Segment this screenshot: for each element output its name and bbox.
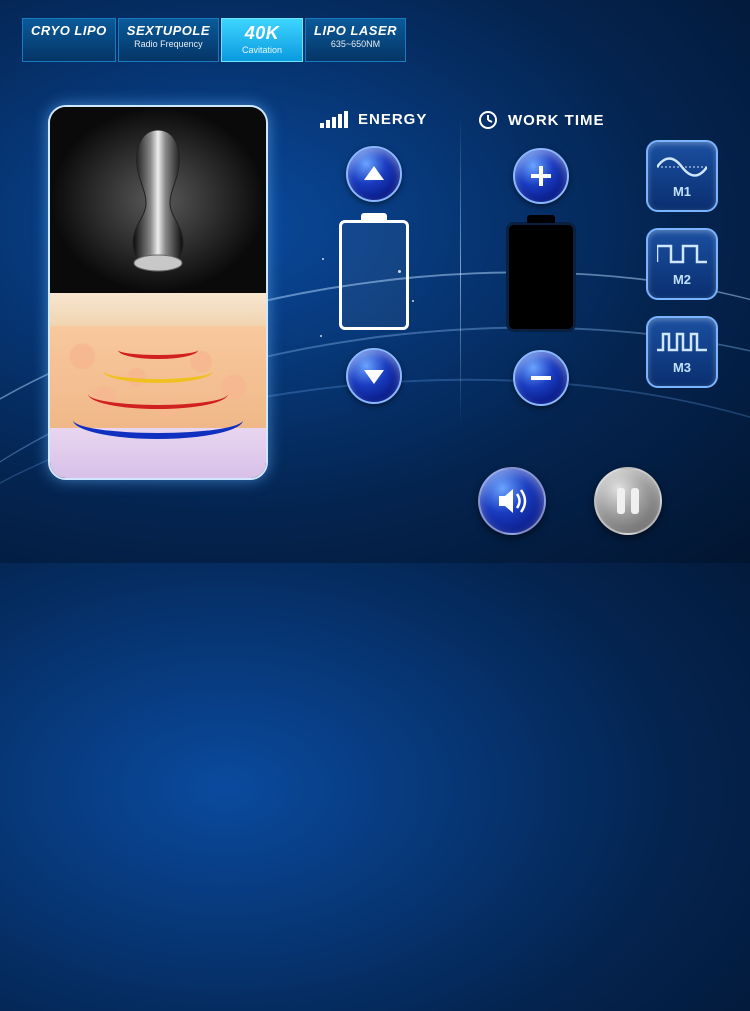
plus-icon (528, 163, 554, 189)
column-divider (460, 116, 461, 426)
signal-bars-icon (320, 110, 348, 128)
worktime-level-indicator (506, 222, 576, 332)
energy-header: ENERGY (320, 110, 427, 128)
worktime-label: WORK TIME (508, 112, 605, 129)
tab-subtitle: Radio Frequency (127, 39, 210, 49)
energy-level-indicator (339, 220, 409, 330)
tab-title: SEXTUPOLE (127, 23, 210, 38)
worktime-plus-button[interactable] (513, 148, 569, 204)
pause-icon (613, 484, 643, 518)
tab-lipo-laser[interactable]: LIPO LASER 635~650NM (305, 18, 406, 62)
playback-controls (478, 467, 662, 535)
pulse-wave-icon (657, 330, 707, 356)
tab-subtitle: Cavitation (230, 45, 294, 55)
cavitation-wave-icon (118, 341, 198, 359)
pause-button[interactable] (594, 467, 662, 535)
mode-m1-button[interactable]: M1 (646, 140, 718, 212)
arrow-up-icon (362, 162, 386, 186)
speaker-icon (495, 484, 529, 518)
mode-label: M2 (673, 272, 691, 287)
sound-button[interactable] (478, 467, 546, 535)
skin-layer (50, 293, 266, 326)
waveform-modes: M1 M2 M3 (646, 140, 718, 388)
mode-label: M3 (673, 360, 691, 375)
arrow-down-icon (362, 364, 386, 388)
clock-icon (478, 110, 498, 130)
tissue-diagram (50, 293, 266, 479)
tab-subtitle: 635~650NM (314, 39, 397, 49)
mode-tabs: CRYO LIPO SEXTUPOLE Radio Frequency 40K … (22, 18, 406, 62)
cavitation-handpiece-icon (113, 125, 203, 275)
mode-m3-button[interactable]: M3 (646, 316, 718, 388)
minus-icon (528, 365, 554, 391)
energy-label: ENERGY (358, 111, 427, 128)
tab-title: LIPO LASER (314, 23, 397, 38)
sine-wave-icon (657, 154, 707, 180)
cavitation-wave-icon (73, 401, 243, 439)
handpiece-image (50, 107, 266, 293)
tab-title: CRYO LIPO (31, 23, 107, 38)
treatment-preview-panel (48, 105, 268, 480)
worktime-controls: WORK TIME (478, 110, 605, 406)
mode-m2-button[interactable]: M2 (646, 228, 718, 300)
mode-label: M1 (673, 184, 691, 199)
tab-title: 40K (230, 23, 294, 44)
energy-up-button[interactable] (346, 146, 402, 202)
tab-cryo-lipo[interactable]: CRYO LIPO (22, 18, 116, 62)
worktime-minus-button[interactable] (513, 350, 569, 406)
energy-down-button[interactable] (346, 348, 402, 404)
tab-sextupole[interactable]: SEXTUPOLE Radio Frequency (118, 18, 219, 62)
square-wave-icon (657, 242, 707, 268)
worktime-header: WORK TIME (478, 110, 605, 130)
energy-controls: ENERGY (320, 110, 427, 404)
tab-40k-cavitation[interactable]: 40K Cavitation (221, 18, 303, 62)
